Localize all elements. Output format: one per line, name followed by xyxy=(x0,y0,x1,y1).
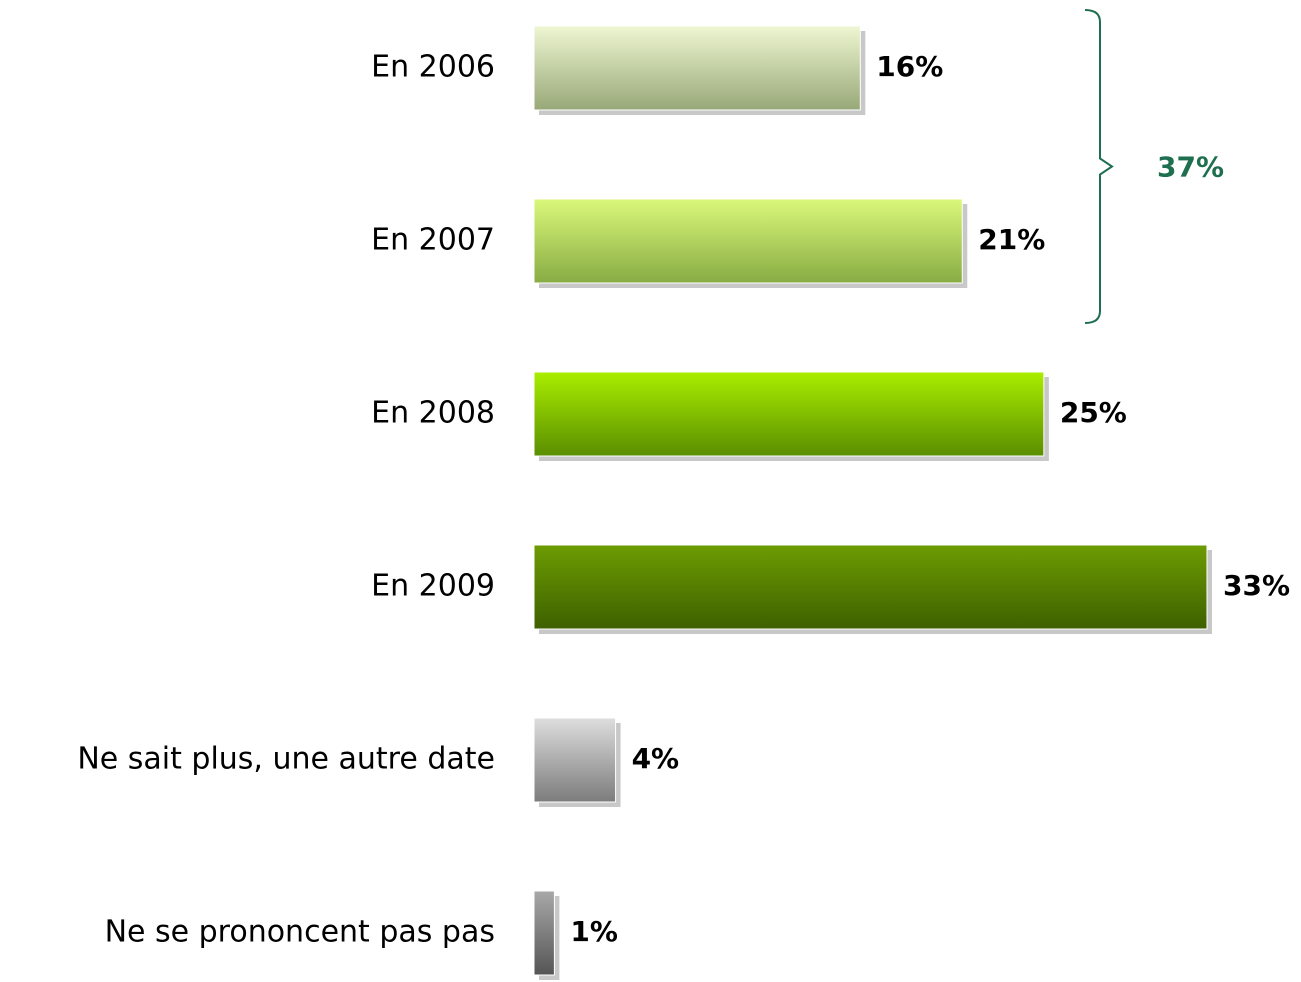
category-label: Ne se prononcent pas pas xyxy=(105,915,495,950)
value-label: 16% xyxy=(876,50,943,83)
value-label: 25% xyxy=(1060,396,1127,429)
annotation: 37% xyxy=(1157,151,1224,184)
value-label: 21% xyxy=(978,223,1045,256)
category-label: En 2006 xyxy=(371,50,495,85)
category-label: En 2009 xyxy=(371,569,495,604)
bar xyxy=(533,890,555,976)
category-label: En 2007 xyxy=(371,223,495,258)
value-label: 1% xyxy=(570,915,618,948)
value-label: 4% xyxy=(632,742,680,775)
bar xyxy=(533,371,1045,457)
bracket xyxy=(1084,9,1114,324)
category-label: Ne sait plus, une autre date xyxy=(77,742,495,777)
bar xyxy=(533,198,963,284)
bar xyxy=(533,25,861,111)
bar xyxy=(533,544,1208,630)
category-label: En 2008 xyxy=(371,396,495,431)
bar xyxy=(533,717,617,803)
value-label: 33% xyxy=(1223,569,1290,602)
